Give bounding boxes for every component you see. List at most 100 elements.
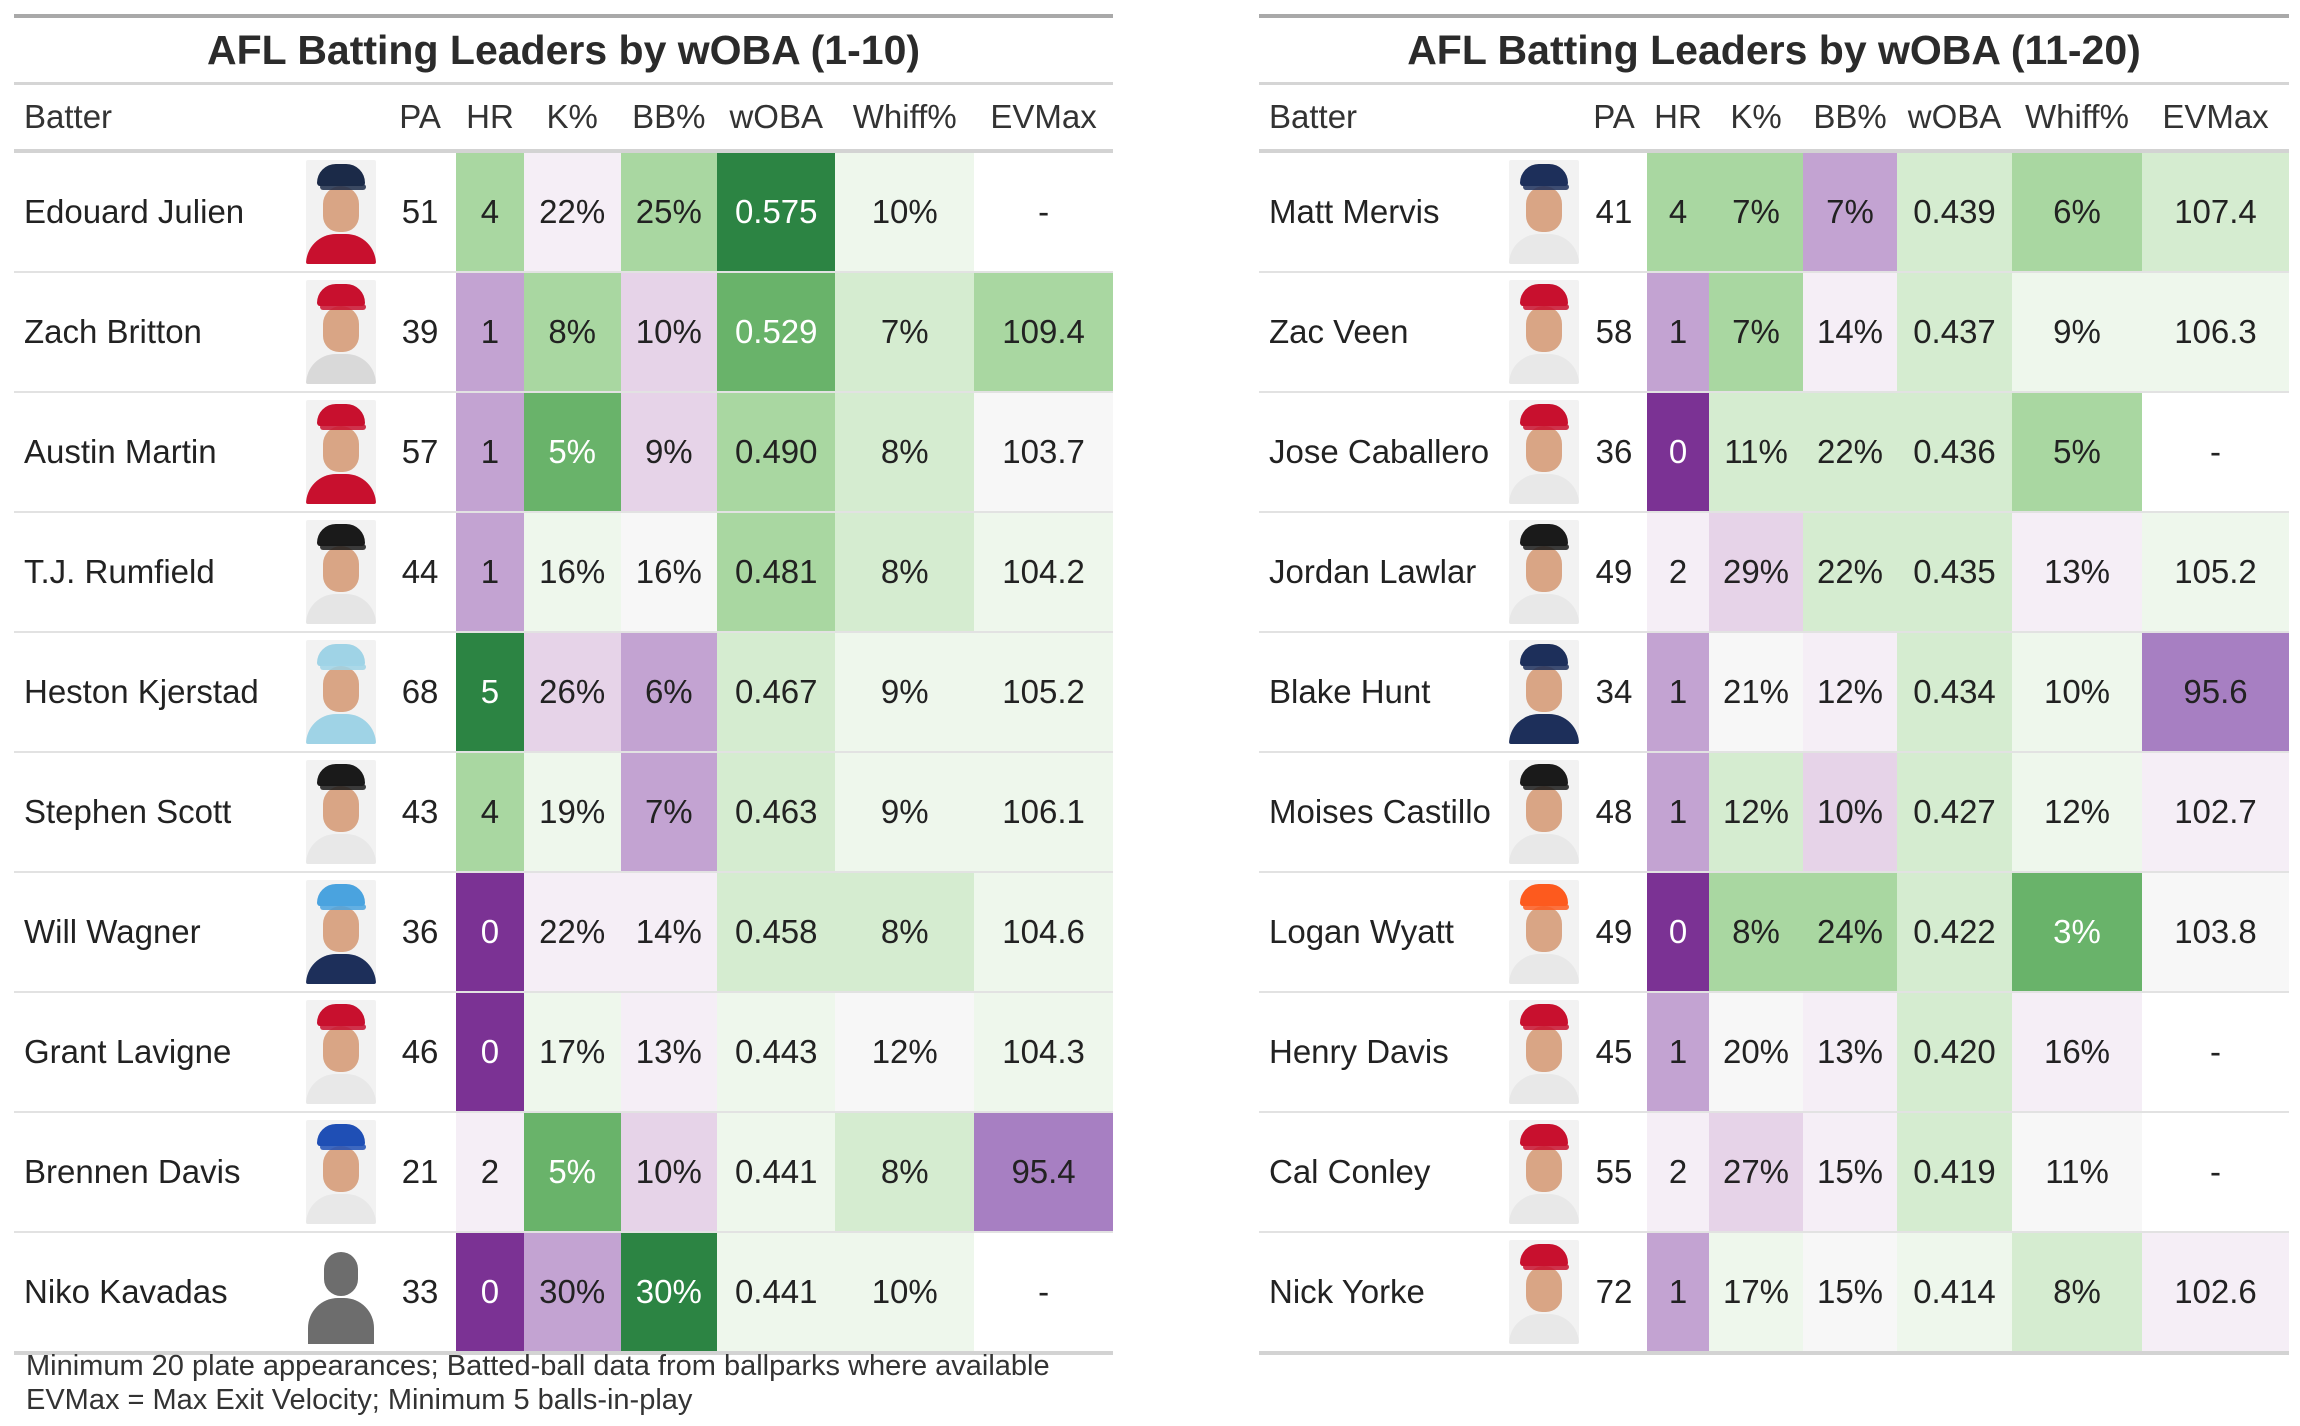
footnote: Minimum 20 plate appearances; Batted-bal… [26, 1349, 1050, 1417]
whiff-pct-cell: 8% [835, 872, 975, 993]
hr-cell: 5 [456, 632, 524, 753]
woba-cell: 0.435 [1897, 512, 2012, 633]
evmax-cell: 103.7 [974, 392, 1113, 513]
woba-cell: 0.443 [717, 992, 836, 1113]
headshot-cell [297, 1112, 385, 1233]
hr-cell: 4 [456, 151, 524, 273]
table-row: Jordan Lawlar 49 2 29% 22% 0.435 13% 105.2 [1259, 512, 2289, 633]
table-row: Zach Britton 39 1 8% 10% 0.529 7% 109.4 [14, 272, 1113, 393]
table-row: Moises Castillo 48 1 12% 10% 0.427 12% 102.7 [1259, 752, 2289, 873]
hr-cell: 0 [456, 1232, 524, 1355]
batter-name: Stephen Scott [14, 752, 298, 873]
hr-cell: 1 [1647, 272, 1709, 393]
headshot-cell [1507, 872, 1581, 993]
woba-cell: 0.490 [717, 392, 836, 513]
whiff-pct-cell: 10% [2012, 632, 2142, 753]
bb-pct-cell: 22% [1803, 512, 1897, 633]
table-row: Austin Martin 57 1 5% 9% 0.490 8% 103.7 [14, 392, 1113, 513]
k-pct-cell: 11% [1709, 392, 1803, 513]
whiff-pct-cell: 9% [835, 752, 975, 873]
woba-cell: 0.436 [1897, 392, 2012, 513]
headshot-cell [1507, 151, 1581, 273]
player-headshot [1509, 1000, 1579, 1104]
bb-pct-cell: 24% [1803, 872, 1897, 993]
evmax-cell: - [974, 151, 1113, 273]
col-header-k-pct: K% [1709, 85, 1803, 153]
bb-pct-cell: 15% [1803, 1232, 1897, 1355]
evmax-cell: 95.6 [2142, 632, 2289, 753]
woba-cell: 0.458 [717, 872, 836, 993]
hr-cell: 1 [1647, 992, 1709, 1113]
headshot-cell [1507, 392, 1581, 513]
bb-pct-cell: 22% [1803, 392, 1897, 513]
whiff-pct-cell: 9% [835, 632, 975, 753]
k-pct-cell: 16% [523, 512, 621, 633]
table-row: Will Wagner 36 0 22% 14% 0.458 8% 104.6 [14, 872, 1113, 993]
pa-cell: 36 [384, 872, 457, 993]
evmax-cell: - [2142, 1112, 2289, 1233]
batter-name: Blake Hunt [1259, 632, 1507, 753]
evmax-cell: 103.8 [2142, 872, 2289, 993]
pa-cell: 49 [1581, 512, 1647, 633]
player-headshot [1509, 880, 1579, 984]
hr-cell: 0 [1647, 872, 1709, 993]
headshot-cell [1507, 1232, 1581, 1355]
hr-cell: 1 [456, 272, 524, 393]
header-row: Batter PA HR K% BB% wOBA Whiff% EVMax [14, 85, 1113, 153]
pa-cell: 39 [384, 272, 457, 393]
leaders-table: Batter PA HR K% BB% wOBA Whiff% EVMax Ma… [1259, 85, 2289, 1355]
bb-pct-cell: 14% [1803, 272, 1897, 393]
k-pct-cell: 8% [523, 272, 621, 393]
whiff-pct-cell: 3% [2012, 872, 2142, 993]
hr-cell: 1 [456, 512, 524, 633]
col-header-woba: wOBA [717, 85, 836, 153]
player-headshot [305, 1120, 376, 1224]
k-pct-cell: 8% [1709, 872, 1803, 993]
top-rule [14, 14, 1113, 18]
batter-name: Matt Mervis [1259, 151, 1507, 273]
batter-name: Zach Britton [14, 272, 298, 393]
hr-cell: 4 [456, 752, 524, 873]
k-pct-cell: 27% [1709, 1112, 1803, 1233]
evmax-cell: 106.3 [2142, 272, 2289, 393]
pa-cell: 41 [1581, 151, 1647, 273]
batter-name: Zac Veen [1259, 272, 1507, 393]
whiff-pct-cell: 16% [2012, 992, 2142, 1113]
whiff-pct-cell: 11% [2012, 1112, 2142, 1233]
hr-cell: 1 [1647, 1232, 1709, 1355]
batter-name: Niko Kavadas [14, 1232, 298, 1355]
leaders-table: Batter PA HR K% BB% wOBA Whiff% EVMax Ed… [14, 85, 1113, 1355]
col-header-woba: wOBA [1897, 85, 2012, 153]
pa-cell: 34 [1581, 632, 1647, 753]
player-headshot [305, 1240, 376, 1344]
k-pct-cell: 7% [1709, 151, 1803, 273]
pa-cell: 48 [1581, 752, 1647, 873]
whiff-pct-cell: 10% [835, 1232, 975, 1355]
k-pct-cell: 22% [523, 872, 621, 993]
col-header-bb-pct: BB% [620, 85, 718, 153]
evmax-cell: 106.1 [974, 752, 1113, 873]
pa-cell: 36 [1581, 392, 1647, 513]
woba-cell: 0.441 [717, 1232, 836, 1355]
table-row: Logan Wyatt 49 0 8% 24% 0.422 3% 103.8 [1259, 872, 2289, 993]
batter-name: Austin Martin [14, 392, 298, 513]
woba-cell: 0.414 [1897, 1232, 2012, 1355]
woba-cell: 0.575 [717, 151, 836, 273]
woba-cell: 0.481 [717, 512, 836, 633]
k-pct-cell: 21% [1709, 632, 1803, 753]
k-pct-cell: 26% [523, 632, 621, 753]
pa-cell: 72 [1581, 1232, 1647, 1355]
player-headshot [1509, 520, 1579, 624]
batter-name: Cal Conley [1259, 1112, 1507, 1233]
col-header-evmax: EVMax [974, 85, 1113, 153]
headshot-cell [297, 992, 385, 1113]
col-header-batter: Batter [14, 85, 298, 153]
k-pct-cell: 30% [523, 1232, 621, 1355]
col-header-evmax: EVMax [2142, 85, 2289, 153]
player-headshot [305, 640, 376, 744]
woba-cell: 0.439 [1897, 151, 2012, 273]
col-header-bb-pct: BB% [1803, 85, 1897, 153]
hr-cell: 2 [1647, 512, 1709, 633]
batter-name: Logan Wyatt [1259, 872, 1507, 993]
headshot-cell [297, 752, 385, 873]
